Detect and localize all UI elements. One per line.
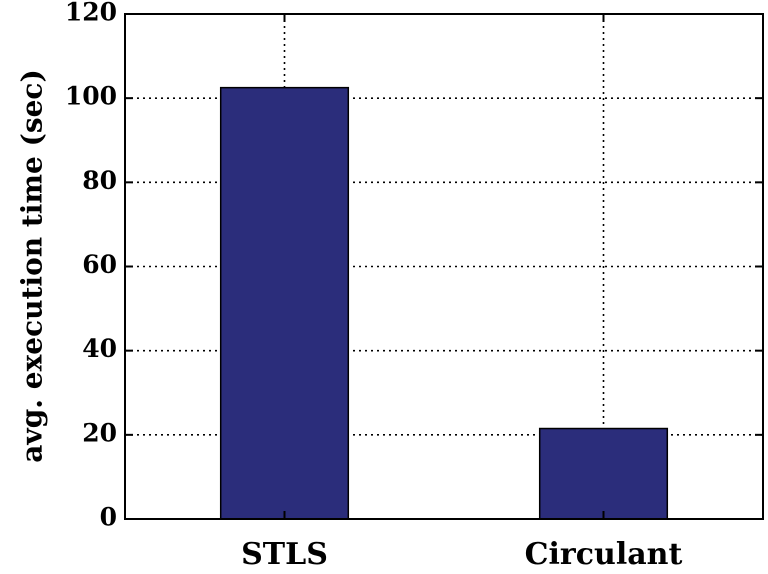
x-category-label: Circulant [525,537,683,572]
y-axis-title: avg. execution time (sec) [16,69,49,462]
bars-layer [219,86,669,520]
x-category-label: STLS [241,537,328,572]
y-tick-label: 0 [100,503,117,532]
y-tick-label: 100 [65,82,117,111]
y-tick-label: 60 [82,250,117,279]
y-tick-label: 40 [82,334,117,363]
y-tick-label: 20 [82,418,117,447]
bar-stls [219,86,350,520]
bar-circulant [538,427,669,520]
y-tick-label: 80 [82,166,117,195]
y-tick-label: 120 [65,0,117,27]
labels-layer: 0 20 40 60 80 100 120 STLS Circulant [65,0,683,572]
ticks-layer [125,13,763,520]
